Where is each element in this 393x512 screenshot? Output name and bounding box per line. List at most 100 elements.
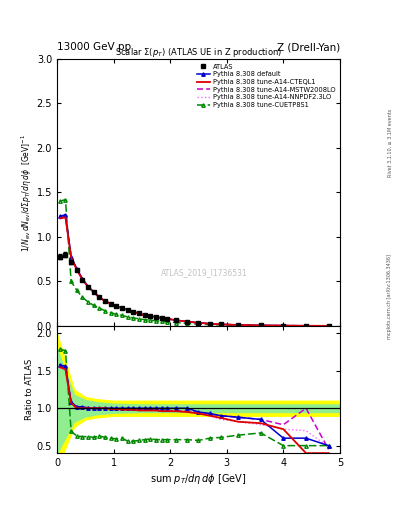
Pythia 8.308 tune-A14-MSTW2008LO <box>92 289 96 295</box>
Pythia 8.308 tune-CUETP8S1 <box>185 321 189 327</box>
Pythia 8.308 tune-A14-CTEQL1 <box>236 322 241 328</box>
Pythia 8.308 default <box>131 309 136 315</box>
Pythia 8.308 tune-A14-CTEQL1 <box>125 307 130 313</box>
Pythia 8.308 tune-CUETP8S1 <box>114 311 119 317</box>
Pythia 8.308 default <box>154 314 158 320</box>
Pythia 8.308 default <box>97 294 102 301</box>
Pythia 8.308 tune-CUETP8S1 <box>92 303 96 309</box>
Pythia 8.308 tune-A14-MSTW2008LO <box>69 253 73 260</box>
Pythia 8.308 tune-A14-NNPDF2.3LO <box>108 301 113 307</box>
Pythia 8.308 tune-A14-CTEQL1 <box>131 309 136 315</box>
Pythia 8.308 tune-A14-MSTW2008LO <box>173 317 178 323</box>
Pythia 8.308 tune-A14-NNPDF2.3LO <box>159 315 164 321</box>
Pythia 8.308 tune-A14-MSTW2008LO <box>185 318 189 325</box>
Pythia 8.308 tune-A14-NNPDF2.3LO <box>80 276 85 283</box>
Legend: ATLAS, Pythia 8.308 default, Pythia 8.308 tune-A14-CTEQL1, Pythia 8.308 tune-A14: ATLAS, Pythia 8.308 default, Pythia 8.30… <box>195 62 337 109</box>
Line: Pythia 8.308 default: Pythia 8.308 default <box>58 213 331 328</box>
Pythia 8.308 tune-A14-NNPDF2.3LO <box>120 305 125 311</box>
Text: 13000 GeV pp: 13000 GeV pp <box>57 42 131 52</box>
Text: Rivet 3.1.10, ≥ 3.1M events: Rivet 3.1.10, ≥ 3.1M events <box>387 109 392 178</box>
Pythia 8.308 tune-A14-CTEQL1 <box>185 318 189 325</box>
Pythia 8.308 tune-CUETP8S1 <box>236 322 241 328</box>
Pythia 8.308 tune-CUETP8S1 <box>173 319 178 326</box>
Pythia 8.308 default <box>74 266 79 272</box>
Pythia 8.308 tune-A14-NNPDF2.3LO <box>97 294 102 301</box>
Pythia 8.308 default <box>108 301 113 307</box>
Pythia 8.308 tune-A14-MSTW2008LO <box>74 266 79 272</box>
Pythia 8.308 tune-A14-NNPDF2.3LO <box>131 309 136 315</box>
Pythia 8.308 tune-A14-CTEQL1 <box>86 284 90 290</box>
Pythia 8.308 tune-CUETP8S1 <box>57 198 62 204</box>
Pythia 8.308 tune-A14-MSTW2008LO <box>304 323 309 329</box>
Pythia 8.308 default <box>219 321 224 327</box>
Pythia 8.308 tune-A14-CTEQL1 <box>258 323 263 329</box>
Pythia 8.308 tune-A14-NNPDF2.3LO <box>57 216 62 222</box>
Pythia 8.308 default <box>304 323 309 329</box>
Pythia 8.308 tune-A14-MSTW2008LO <box>108 301 113 307</box>
Pythia 8.308 tune-CUETP8S1 <box>304 323 309 329</box>
Pythia 8.308 default <box>86 284 90 290</box>
Pythia 8.308 tune-CUETP8S1 <box>74 287 79 293</box>
Pythia 8.308 tune-A14-CTEQL1 <box>120 305 125 311</box>
Pythia 8.308 tune-A14-MSTW2008LO <box>131 309 136 315</box>
Pythia 8.308 tune-A14-CTEQL1 <box>69 254 73 261</box>
Pythia 8.308 tune-A14-CTEQL1 <box>114 303 119 309</box>
Pythia 8.308 tune-A14-MSTW2008LO <box>80 275 85 282</box>
Pythia 8.308 default <box>159 315 164 321</box>
Pythia 8.308 tune-A14-MSTW2008LO <box>103 298 107 304</box>
Pythia 8.308 default <box>120 305 125 311</box>
Pythia 8.308 tune-A14-CTEQL1 <box>103 298 107 304</box>
Pythia 8.308 tune-A14-MSTW2008LO <box>86 284 90 290</box>
Pythia 8.308 tune-A14-NNPDF2.3LO <box>63 215 68 221</box>
Pythia 8.308 tune-A14-MSTW2008LO <box>125 307 130 313</box>
Pythia 8.308 tune-A14-MSTW2008LO <box>159 315 164 321</box>
Pythia 8.308 tune-A14-MSTW2008LO <box>114 303 119 309</box>
Pythia 8.308 tune-A14-CTEQL1 <box>137 310 141 316</box>
Pythia 8.308 tune-A14-MSTW2008LO <box>154 314 158 320</box>
Pythia 8.308 default <box>80 275 85 282</box>
Y-axis label: $1/N_\mathrm{ev}\,dN_\mathrm{ev}/d\Sigma p_T/d\eta\,d\phi$  [GeV]$^{-1}$: $1/N_\mathrm{ev}\,dN_\mathrm{ev}/d\Sigma… <box>19 133 34 251</box>
Pythia 8.308 default <box>92 289 96 295</box>
Pythia 8.308 tune-A14-MSTW2008LO <box>326 323 331 329</box>
Pythia 8.308 tune-A14-MSTW2008LO <box>236 322 241 328</box>
Pythia 8.308 default <box>103 298 107 304</box>
Pythia 8.308 tune-CUETP8S1 <box>208 322 212 328</box>
Pythia 8.308 tune-CUETP8S1 <box>159 318 164 325</box>
Pythia 8.308 default <box>165 316 170 322</box>
Pythia 8.308 tune-A14-CTEQL1 <box>97 294 102 301</box>
Pythia 8.308 tune-CUETP8S1 <box>125 314 130 320</box>
Pythia 8.308 default <box>196 320 201 326</box>
Pythia 8.308 default <box>148 313 153 319</box>
Pythia 8.308 tune-CUETP8S1 <box>148 317 153 323</box>
Pythia 8.308 tune-A14-CTEQL1 <box>63 214 68 220</box>
Text: mcplots.cern.ch [arXiv:1306.3436]: mcplots.cern.ch [arXiv:1306.3436] <box>387 254 392 339</box>
Pythia 8.308 tune-A14-NNPDF2.3LO <box>142 312 147 318</box>
Pythia 8.308 tune-CUETP8S1 <box>196 321 201 327</box>
Pythia 8.308 default <box>63 211 68 218</box>
Pythia 8.308 default <box>114 303 119 309</box>
Pythia 8.308 tune-CUETP8S1 <box>120 312 125 318</box>
Pythia 8.308 tune-A14-MSTW2008LO <box>196 320 201 326</box>
Pythia 8.308 tune-A14-NNPDF2.3LO <box>185 318 189 325</box>
Pythia 8.308 tune-A14-NNPDF2.3LO <box>304 323 309 329</box>
Pythia 8.308 default <box>57 214 62 220</box>
Title: Scalar $\Sigma(p_T)$ (ATLAS UE in Z production): Scalar $\Sigma(p_T)$ (ATLAS UE in Z prod… <box>115 46 282 59</box>
Pythia 8.308 tune-A14-NNPDF2.3LO <box>148 313 153 319</box>
Line: Pythia 8.308 tune-A14-CTEQL1: Pythia 8.308 tune-A14-CTEQL1 <box>60 217 329 326</box>
Line: Pythia 8.308 tune-A14-MSTW2008LO: Pythia 8.308 tune-A14-MSTW2008LO <box>60 217 329 326</box>
Pythia 8.308 tune-A14-CTEQL1 <box>326 323 331 329</box>
Pythia 8.308 default <box>326 323 331 329</box>
Pythia 8.308 tune-A14-NNPDF2.3LO <box>236 322 241 328</box>
Pythia 8.308 tune-A14-MSTW2008LO <box>208 321 212 327</box>
Pythia 8.308 default <box>173 317 178 323</box>
Pythia 8.308 default <box>258 323 263 329</box>
Pythia 8.308 default <box>69 253 73 260</box>
Pythia 8.308 default <box>236 322 241 328</box>
Pythia 8.308 tune-A14-MSTW2008LO <box>258 323 263 329</box>
Pythia 8.308 tune-A14-NNPDF2.3LO <box>173 317 178 323</box>
Pythia 8.308 tune-A14-NNPDF2.3LO <box>154 314 158 320</box>
Pythia 8.308 tune-CUETP8S1 <box>80 294 85 301</box>
Pythia 8.308 tune-A14-NNPDF2.3LO <box>165 316 170 322</box>
X-axis label: sum $p_T/d\eta\,d\phi$ [GeV]: sum $p_T/d\eta\,d\phi$ [GeV] <box>150 472 247 486</box>
Pythia 8.308 tune-A14-CTEQL1 <box>208 321 212 327</box>
